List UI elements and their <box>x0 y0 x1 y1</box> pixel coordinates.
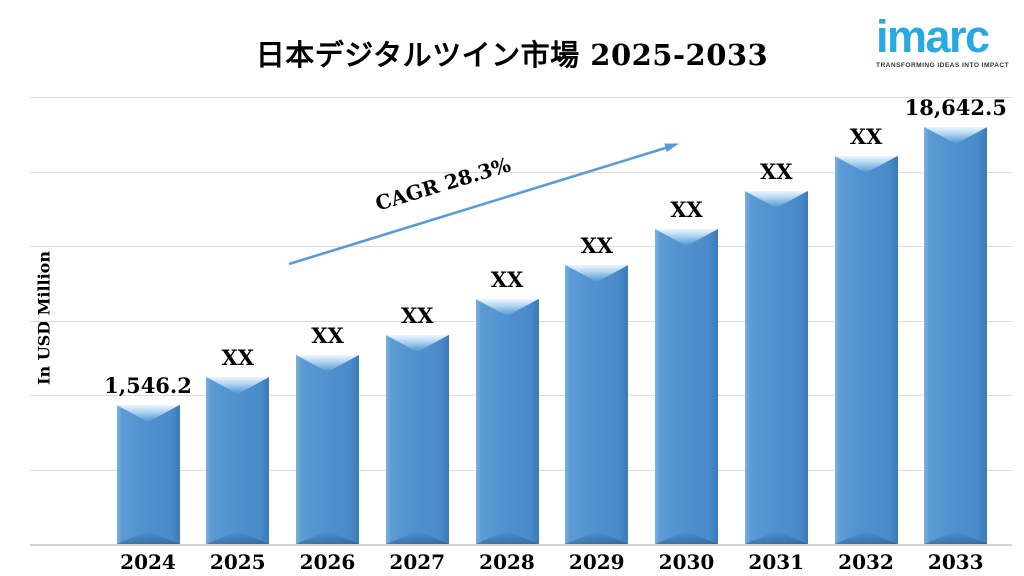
gridline <box>30 97 1012 98</box>
bar-2024 <box>116 405 180 544</box>
bar-2030 <box>655 229 718 544</box>
bar-value-label-2026: XX <box>311 323 344 348</box>
x-axis-label-2026: 2026 <box>299 550 356 574</box>
x-axis-label-2024: 2024 <box>120 550 176 574</box>
plot-area: 1,546.2 2024 XX 2025 XX 2026 XX 2027 XX 2028 XX 202… <box>30 95 1012 574</box>
x-axis-label-2027: 2027 <box>389 550 446 574</box>
chart-title: 日本デジタルツイン市場 2025-2033 <box>255 38 769 72</box>
bar-value-label-2028: XX <box>490 267 524 292</box>
bar-2029 <box>565 265 629 544</box>
bar-2032 <box>834 156 898 544</box>
bar-2027 <box>385 335 449 544</box>
bar-value-label-2033: 18,642.5 <box>904 95 1007 120</box>
x-axis-label-2032: 2032 <box>838 550 894 574</box>
bar-value-label-2024: 1,546.2 <box>104 373 192 398</box>
bar-2033 <box>924 127 988 544</box>
bar-value-label-2031: XX <box>759 159 793 184</box>
bar-2026 <box>296 355 359 544</box>
bar-2031 <box>744 191 808 544</box>
x-axis-label-2025: 2025 <box>209 550 266 574</box>
x-axis-label-2029: 2029 <box>568 550 625 574</box>
bar-value-label-2032: XX <box>849 124 883 149</box>
bar-value-label-2025: XX <box>221 345 255 370</box>
x-axis-label-2028: 2028 <box>479 550 535 574</box>
bar-value-label-2029: XX <box>580 233 614 258</box>
bar-value-label-2030: XX <box>670 197 703 222</box>
x-axis-label-2033: 2033 <box>927 550 984 574</box>
bar-2025 <box>206 377 270 544</box>
bar-2028 <box>475 299 539 544</box>
x-axis-label-2031: 2031 <box>748 550 805 574</box>
bar-value-label-2027: XX <box>400 303 434 328</box>
imarc-logo: imarc TRANSFORMING IDEAS INTO IMPACT <box>876 11 1010 69</box>
imarc-logo-tagline: TRANSFORMING IDEAS INTO IMPACT <box>876 61 1010 69</box>
x-axis-label-2030: 2030 <box>658 550 715 574</box>
imarc-logo-wordmark: imarc <box>876 11 990 62</box>
